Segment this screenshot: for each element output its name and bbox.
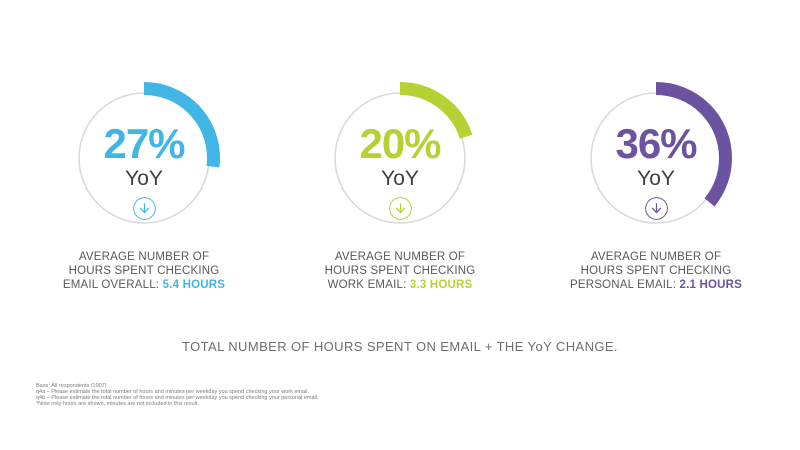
gauge-yoy-label: YoY <box>637 166 675 190</box>
footnote-q4b: q4b – Please estimate the total number o… <box>36 395 319 401</box>
caption-line-3-prefix: WORK EMAIL: <box>327 279 410 291</box>
gauge-ring-wrap: 36% YoY <box>576 78 736 238</box>
gauge-yoy-label: YoY <box>125 166 163 190</box>
circled-down-arrow-icon <box>644 197 668 220</box>
hours-value: 5.4 HOURS <box>162 279 226 291</box>
gauge-caption: AVERAGE NUMBER OF HOURS SPENT CHECKING E… <box>63 250 225 292</box>
gauge-center-content: 20% YoY <box>320 92 480 252</box>
caption-line-2: HOURS SPENT CHECKING <box>324 265 476 277</box>
gauge-ring-wrap: 27% YoY <box>64 78 224 238</box>
gauge-value-arc <box>324 82 476 234</box>
footnotes: Base: All respondents (1007) q4a – Pleas… <box>36 383 319 407</box>
gauge-percent-value: 36% <box>615 119 697 167</box>
gauge-center-content: 27% YoY <box>64 92 224 252</box>
gauge-caption: AVERAGE NUMBER OF HOURS SPENT CHECKING P… <box>570 250 742 292</box>
caption-line-2: HOURS SPENT CHECKING <box>580 265 732 277</box>
gauge-value-arc <box>68 82 220 234</box>
gauge-donut-chart <box>68 82 220 234</box>
caption-line-2: HOURS SPENT CHECKING <box>68 265 220 277</box>
gauge-work-email: 20% YoY AVERAGE NUMBER OF HOURS SPENT CH… <box>300 78 500 292</box>
hours-value: 3.3 HOURS <box>409 279 473 291</box>
gauge-donut-chart <box>580 82 732 234</box>
gauge-email-overall: 27% YoY AVERAGE NUMBER OF HOURS SPENT CH… <box>44 78 244 292</box>
gauge-percent-value: 27% <box>103 119 185 167</box>
caption-line-3-prefix: EMAIL OVERALL: <box>62 279 163 291</box>
circled-down-arrow-icon <box>388 197 412 220</box>
footnote-note: *Note only hours are shown, minutes are … <box>36 401 199 407</box>
chart-title: TOTAL NUMBER OF HOURS SPENT ON EMAIL + T… <box>182 339 618 354</box>
gauge-percent-value: 20% <box>359 119 441 167</box>
caption-line-1: AVERAGE NUMBER OF <box>590 251 722 263</box>
gauge-personal-email: 36% YoY AVERAGE NUMBER OF HOURS SPENT CH… <box>556 78 756 292</box>
footnote-base: Base: All respondents (1007) <box>36 383 107 389</box>
gauge-donut-chart <box>324 82 476 234</box>
caption-line-1: AVERAGE NUMBER OF <box>334 251 466 263</box>
gauges-row: 27% YoY AVERAGE NUMBER OF HOURS SPENT CH… <box>0 78 800 292</box>
footnote-q4a: q4a – Please estimate the total number o… <box>36 389 310 395</box>
gauge-ring-wrap: 20% YoY <box>320 78 480 238</box>
gauge-caption: AVERAGE NUMBER OF HOURS SPENT CHECKING W… <box>325 250 476 292</box>
caption-line-3-prefix: PERSONAL EMAIL: <box>569 279 680 291</box>
circled-down-arrow-icon <box>132 197 156 220</box>
gauge-yoy-label: YoY <box>381 166 419 190</box>
hours-value: 2.1 HOURS <box>679 279 743 291</box>
gauge-center-content: 36% YoY <box>576 92 736 252</box>
caption-line-1: AVERAGE NUMBER OF <box>78 251 210 263</box>
gauge-value-arc <box>580 82 732 234</box>
